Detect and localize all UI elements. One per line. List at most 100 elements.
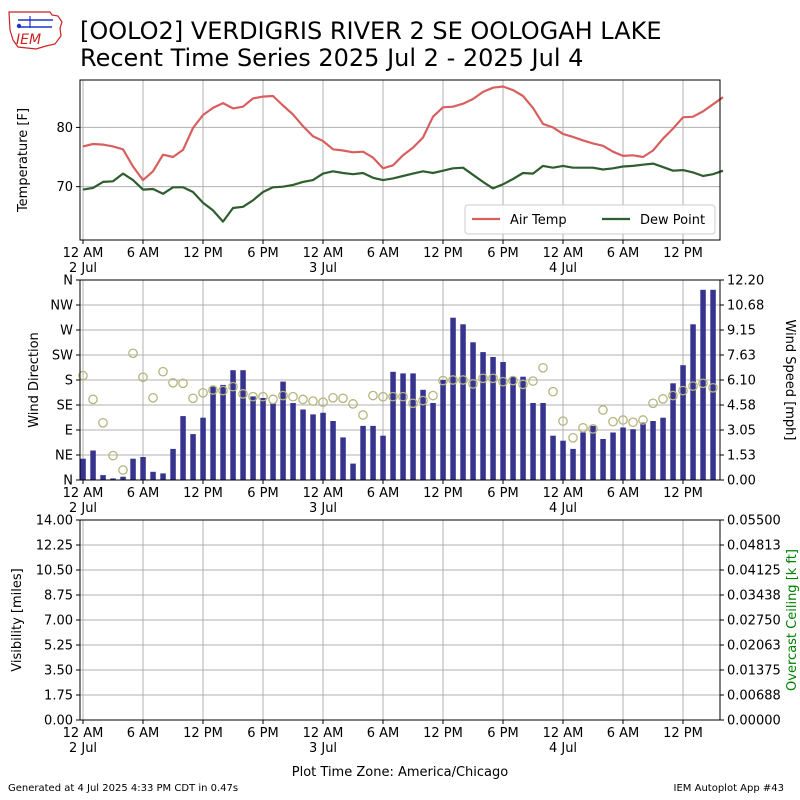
direction-tick-label: NE: [55, 449, 73, 464]
x-tick-label: 6 AM: [127, 246, 160, 261]
x-date-label: 2 Jul: [69, 501, 97, 516]
wind-direction-marker: [338, 393, 348, 404]
speed-tick-label: 4.58: [727, 399, 756, 414]
generated-note: Generated at 4 Jul 2025 4:33 PM CDT in 0…: [8, 783, 239, 794]
x-tick-label: 12 AM: [63, 486, 104, 501]
ceiling-tick-label: 0.02750: [727, 614, 781, 629]
x-tick-label: 12 AM: [63, 726, 104, 741]
wind-direction-marker: [308, 396, 318, 406]
x-tick-label: 6 PM: [487, 486, 518, 501]
ceiling-tick-label: 0.00688: [727, 689, 781, 704]
wind-speed-bar: [310, 414, 316, 480]
x-tick-label: 6 PM: [247, 486, 278, 501]
wind-speed-bar: [510, 376, 516, 480]
logo-text: IEM: [16, 32, 41, 48]
speed-tick-label: 6.10: [727, 374, 756, 389]
wind-speed-bar: [170, 448, 176, 480]
x-tick-label: 12 PM: [423, 486, 463, 501]
wind-speed-bar: [80, 458, 86, 480]
x-date-label: 2 Jul: [69, 741, 97, 756]
wind-direction-marker: [598, 405, 608, 415]
wind-speed-bar: [570, 448, 576, 480]
x-tick-label: 6 PM: [247, 246, 278, 261]
visibility-tick-label: 1.75: [44, 689, 73, 704]
wind-direction-marker: [488, 373, 498, 384]
x-tick-label: 12 PM: [663, 246, 703, 261]
x-date-label: 4 Jul: [549, 741, 577, 756]
wind-direction-marker: [398, 391, 408, 402]
x-tick-label: 6 AM: [607, 246, 640, 261]
wind-direction-marker: [408, 398, 418, 409]
x-tick-label: 12 AM: [63, 246, 104, 261]
wind-speed-bar: [260, 398, 266, 480]
x-tick-label: 12 PM: [183, 486, 223, 501]
wind-speed-bar: [340, 437, 346, 480]
wind-direction-marker: [588, 424, 598, 434]
wind-speed-bar: [90, 450, 96, 480]
wind-speed-bar: [600, 439, 606, 480]
x-tick-label: 6 AM: [367, 726, 400, 741]
wind-direction-marker: [428, 390, 438, 401]
wind-speed-bar: [110, 478, 116, 480]
legend-box: [464, 204, 716, 235]
y2-axis-label: Wind Speed [mph]: [782, 320, 797, 441]
ceiling-tick-label: 0.04125: [727, 564, 781, 579]
wind-direction-marker: [578, 422, 588, 433]
plot-frame: [79, 79, 721, 241]
direction-tick-label: W: [60, 324, 73, 339]
wind-direction-marker: [628, 417, 638, 428]
wind-direction-marker: [228, 381, 238, 392]
wind-direction-marker: [678, 385, 688, 396]
wind-speed-bar: [450, 317, 456, 480]
wind-direction-marker: [418, 395, 428, 406]
wind-speed-bar: [650, 421, 656, 480]
wind-speed-bar: [490, 357, 496, 480]
x-date-label: 3 Jul: [309, 501, 337, 516]
chart-subtitle: Recent Time Series 2025 Jul 2 - 2025 Jul…: [80, 44, 584, 72]
x-tick-label: 6 AM: [127, 726, 160, 741]
visibility-tick-label: 0.00: [44, 714, 73, 729]
wind-direction-marker: [448, 375, 458, 385]
wind-direction-marker: [368, 390, 378, 401]
wind-direction-marker: [568, 432, 578, 443]
wind-speed-bar: [100, 475, 106, 480]
x-tick-label: 12 PM: [663, 726, 703, 741]
wind-direction-marker: [148, 392, 158, 403]
x-date-label: 4 Jul: [549, 261, 577, 276]
x-tick-label: 12 PM: [663, 486, 703, 501]
wind-speed-bar: [440, 380, 446, 480]
wind-direction-marker: [358, 410, 368, 420]
wind-direction-marker: [118, 465, 128, 475]
wind-speed-bar: [330, 421, 336, 480]
wind-speed-bar: [700, 289, 706, 480]
wind-speed-bar: [370, 425, 376, 480]
x-tick-label: 6 AM: [607, 726, 640, 741]
wind-speed-bar: [540, 403, 546, 480]
legend-air-temp-label: Air Temp: [510, 213, 567, 228]
wind-speed-bar: [590, 425, 596, 480]
direction-tick-label: N: [63, 274, 73, 289]
wind-speed-bar: [190, 434, 196, 480]
wind-panel: 12 AM 6 AM 12 PM 6 PM 12 AM 6 AM 12 PM 6 PM 12 A…: [27, 274, 797, 517]
plot-frame: [79, 519, 721, 721]
wind-speed-bar: [380, 435, 386, 480]
wind-speed-bar: [470, 342, 476, 480]
wind-direction-marker: [508, 375, 518, 386]
visibility-tick-label: 7.00: [44, 614, 73, 629]
x-tick-label: 12 AM: [303, 726, 344, 741]
y-axis-label: Wind Direction: [27, 332, 42, 428]
y-tick-label: 70: [56, 180, 73, 195]
direction-tick-label: SW: [52, 349, 73, 364]
wind-direction-marker: [618, 415, 628, 425]
wind-direction-marker: [178, 378, 188, 389]
wind-direction-marker: [378, 391, 388, 402]
wind-direction-marker: [518, 379, 528, 390]
wind-direction-marker: [88, 394, 98, 405]
wind-speed-bar: [140, 457, 146, 480]
wind-direction-marker: [98, 417, 108, 428]
temperature-panel: 12 AM 6 AM 12 PM 6 PM 12 AM 6 AM 12 PM 6 PM 12 A…: [16, 79, 724, 276]
x-tick-label: 6 AM: [127, 486, 160, 501]
wind-speed-bar: [670, 383, 676, 480]
wind-direction-marker: [128, 348, 138, 359]
visibility-tick-label: 5.25: [44, 639, 73, 654]
